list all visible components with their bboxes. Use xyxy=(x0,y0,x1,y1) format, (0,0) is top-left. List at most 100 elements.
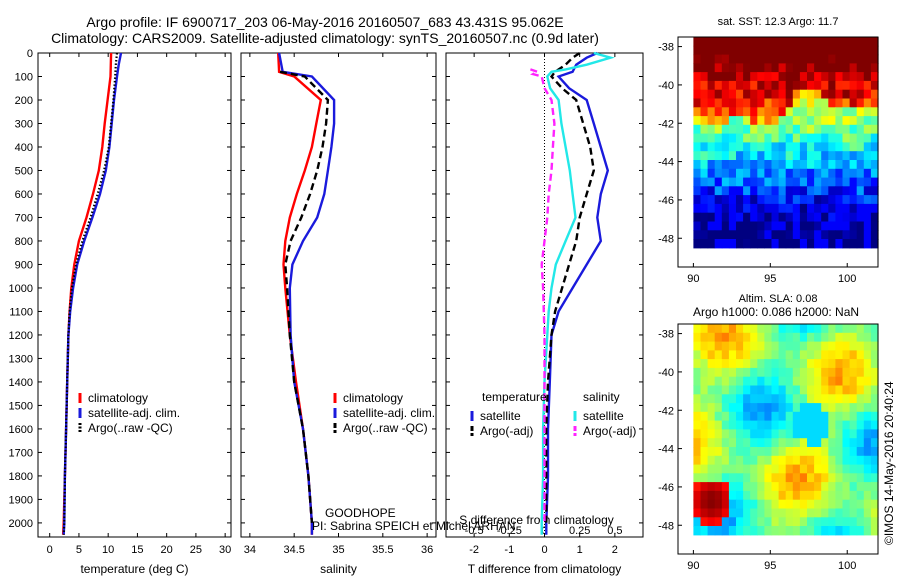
map-cell xyxy=(707,80,716,91)
map-cell xyxy=(707,455,716,466)
map-cell xyxy=(856,230,865,240)
map-cell xyxy=(821,80,829,91)
map-cell xyxy=(828,411,836,422)
map-cell xyxy=(849,72,858,82)
map-cell xyxy=(771,168,780,179)
map-cell xyxy=(849,168,858,179)
map-cell xyxy=(828,168,836,179)
map-cell xyxy=(764,508,773,518)
map-cell xyxy=(835,367,844,378)
x-tick-label: 0 xyxy=(47,544,53,556)
map-cell xyxy=(771,177,780,187)
map-cell xyxy=(707,332,716,343)
map-cell xyxy=(863,98,872,108)
map-cell xyxy=(807,63,815,73)
map-cell xyxy=(842,80,851,91)
map-cell xyxy=(807,359,815,369)
map-cell xyxy=(700,526,709,536)
map-cell xyxy=(870,45,879,56)
map-cell xyxy=(849,230,858,240)
map-cell xyxy=(721,473,730,483)
map-cell xyxy=(736,230,744,240)
map-cell xyxy=(736,473,744,483)
map-cell xyxy=(750,80,758,91)
map-cell xyxy=(799,324,808,334)
map-cell xyxy=(870,230,879,240)
map-cell xyxy=(743,332,751,343)
map-cell xyxy=(721,517,730,527)
map-cell xyxy=(807,455,815,466)
map-cell xyxy=(778,212,787,223)
map-cell xyxy=(842,499,851,510)
map-cell xyxy=(842,239,851,249)
map-cell xyxy=(750,221,758,231)
map-cell xyxy=(799,177,808,187)
map-cell xyxy=(743,490,751,501)
x2-tick-label: 0.25 xyxy=(569,525,590,537)
map-cell xyxy=(870,490,879,501)
map-cell xyxy=(842,385,851,395)
map-cell xyxy=(863,332,872,343)
map-cell xyxy=(700,376,709,387)
series-line-temperature-satellite xyxy=(545,51,610,535)
map-cell xyxy=(792,124,801,135)
map-cell xyxy=(856,37,865,47)
map-cell xyxy=(764,63,773,73)
map-cell xyxy=(743,394,751,404)
map-cell xyxy=(728,124,737,135)
map-cell xyxy=(700,72,709,82)
map-cell xyxy=(863,403,872,413)
map-cell xyxy=(863,212,872,223)
map-cell xyxy=(693,482,702,492)
map-cell xyxy=(721,54,730,64)
map-cell xyxy=(736,160,744,170)
map-cell xyxy=(821,376,829,387)
map-cell xyxy=(828,447,836,457)
map-cell xyxy=(828,482,836,492)
map-cell xyxy=(771,142,780,152)
legend-label: Argo(..raw -QC) xyxy=(88,421,173,435)
map-cell xyxy=(792,107,801,117)
map-cell xyxy=(693,177,702,187)
map-cell xyxy=(835,394,844,404)
y-tick-label: 1800 xyxy=(9,471,33,483)
map-cell xyxy=(750,230,758,240)
map-cell xyxy=(736,526,744,536)
map-cell xyxy=(693,124,702,135)
map-cell xyxy=(714,63,723,73)
map-cell xyxy=(757,464,765,474)
map-cell xyxy=(863,420,872,430)
map-cell xyxy=(814,385,822,395)
map-cell xyxy=(799,239,808,249)
map-cell xyxy=(757,411,765,422)
map-cell xyxy=(693,420,702,430)
map-cell xyxy=(807,341,815,351)
map-cell xyxy=(842,221,851,231)
map-cell xyxy=(693,89,702,100)
map-cell xyxy=(764,45,773,56)
map-cell xyxy=(736,63,744,73)
map-cell xyxy=(714,107,723,117)
map-cell xyxy=(814,403,822,413)
map-cell xyxy=(750,98,758,108)
map-cell xyxy=(828,142,836,152)
map-cell xyxy=(807,177,815,187)
map-cell xyxy=(721,341,730,351)
map-cell xyxy=(757,168,765,179)
map-cell xyxy=(750,212,758,223)
map-cell xyxy=(700,359,709,369)
map-cell xyxy=(714,350,723,360)
map-cell xyxy=(764,203,773,214)
map-cell xyxy=(757,177,765,187)
map-cell xyxy=(728,403,737,413)
map-cell xyxy=(828,177,836,187)
map-cell xyxy=(750,517,758,527)
map-cell xyxy=(764,212,773,223)
map-cell xyxy=(870,341,879,351)
map-cell xyxy=(750,438,758,448)
map-cell xyxy=(828,332,836,343)
map-cell xyxy=(799,411,808,422)
map-cell xyxy=(842,212,851,223)
map-cell xyxy=(771,332,780,343)
map-cell xyxy=(814,332,822,343)
